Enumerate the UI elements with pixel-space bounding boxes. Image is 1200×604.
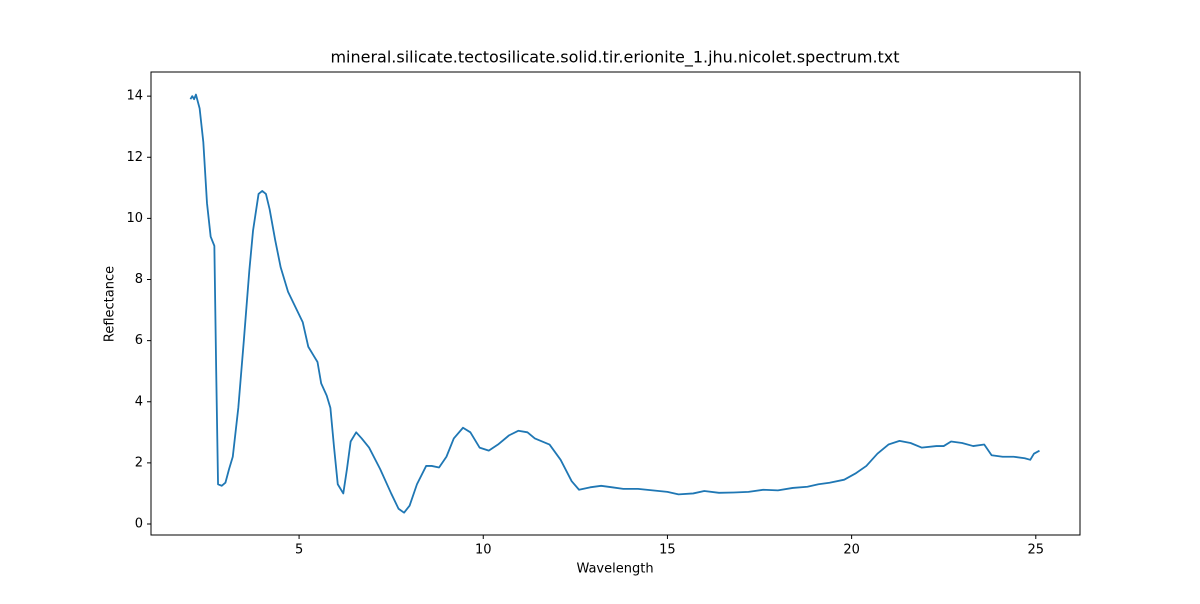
y-tick-label: 0: [135, 516, 143, 531]
y-tick-label: 14: [126, 89, 143, 104]
plot-frame: [150, 71, 1081, 536]
x-tick-label: 10: [475, 543, 492, 558]
y-tick-label: 8: [135, 272, 143, 287]
y-tick-label: 2: [135, 455, 143, 470]
y-tick-label: 6: [135, 333, 143, 348]
y-tick-label: 10: [126, 211, 143, 226]
chart-title: mineral.silicate.tectosilicate.solid.tir…: [330, 48, 899, 68]
line-series: [189, 93, 1040, 514]
y-axis-label: Reflectance: [103, 266, 118, 342]
y-tick-label: 12: [126, 150, 143, 165]
x-tick-label: 25: [1028, 543, 1045, 558]
x-tick-label: 5: [295, 543, 303, 558]
y-tick-label: 4: [135, 394, 143, 409]
x-axis-label: Wavelength: [576, 562, 653, 577]
x-tick-label: 15: [659, 543, 676, 558]
x-tick-label: 20: [843, 543, 860, 558]
